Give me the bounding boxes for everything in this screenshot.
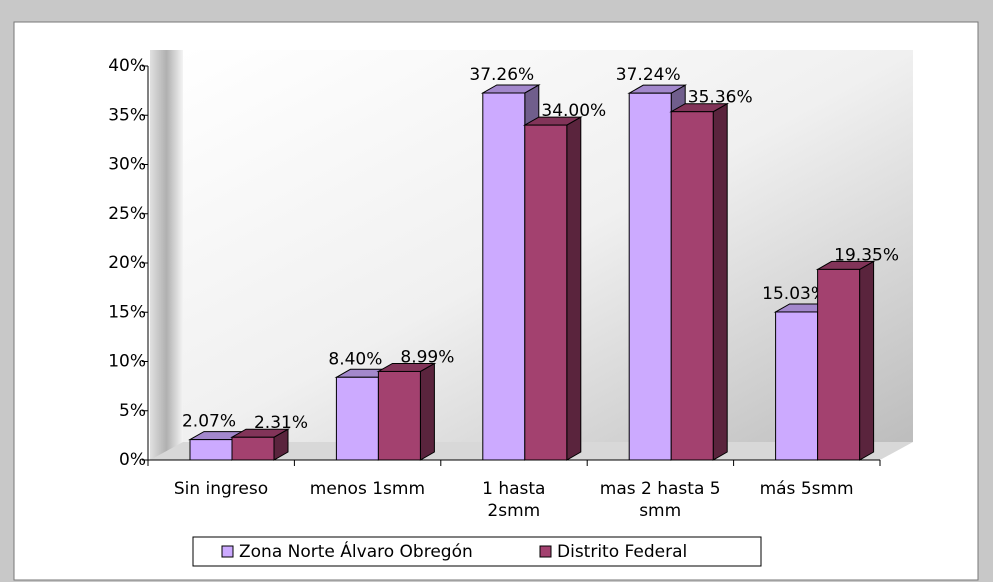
bar [376, 362, 437, 461]
bar-side [712, 102, 728, 461]
side-wall [150, 50, 183, 460]
data-label: 19.35% [834, 245, 899, 265]
y-tick-label: 5% [119, 401, 146, 421]
data-label: 2.31% [254, 413, 308, 433]
x-tick-label: mas 2 hasta 5 smm [599, 479, 721, 521]
data-label: 37.24% [616, 65, 681, 85]
bar [230, 428, 290, 461]
bar-front [524, 124, 568, 461]
data-label: 8.99% [400, 347, 454, 367]
x-tick-label: Sin ingreso [173, 479, 269, 499]
data-label: 34.00% [541, 101, 606, 121]
bar-front [335, 376, 379, 461]
legend-box [192, 536, 762, 567]
y-tick-label: 35% [108, 105, 146, 125]
bar [522, 116, 583, 461]
legend-label: Zona Norte Álvaro Obregón [239, 540, 473, 562]
bar-side [859, 260, 875, 461]
legend-label: Distrito Federal [557, 542, 687, 562]
bar-front [670, 111, 714, 461]
bar-side [566, 116, 582, 461]
y-tick-label: 30% [108, 155, 146, 175]
data-label: 8.40% [328, 349, 382, 369]
bar-front [482, 92, 526, 461]
y-tick-label: 40% [108, 56, 146, 76]
bar-front [189, 439, 233, 461]
y-tick-label: 10% [108, 352, 146, 372]
bar [815, 260, 876, 461]
data-label: 15.03% [762, 284, 827, 304]
y-tick-label: 15% [108, 302, 146, 322]
legend-swatch [539, 545, 552, 558]
y-tick-label: 20% [108, 253, 146, 273]
data-label: 35.36% [688, 88, 753, 108]
legend-swatch [221, 545, 234, 558]
x-tick-label: más 5smm [759, 479, 854, 499]
bar-front [775, 311, 819, 461]
bar-front [817, 268, 861, 461]
x-tick-label: menos 1smm [309, 479, 426, 499]
x-tick-label: 1 hasta 2smm [482, 479, 546, 521]
bar-front [628, 92, 672, 461]
bar [669, 102, 730, 461]
bar-front [377, 370, 421, 461]
bar-side [419, 362, 435, 461]
bar-front [231, 436, 275, 461]
y-tick-label: 0% [119, 450, 146, 470]
data-label: 2.07% [182, 412, 236, 432]
y-tick-label: 25% [108, 204, 146, 224]
data-label: 37.26% [469, 65, 534, 85]
